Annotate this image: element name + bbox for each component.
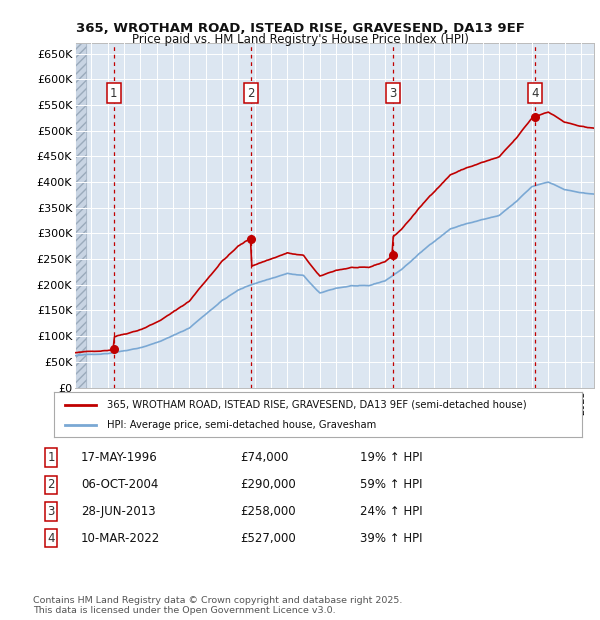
Text: Price paid vs. HM Land Registry's House Price Index (HPI): Price paid vs. HM Land Registry's House … bbox=[131, 33, 469, 46]
Text: HPI: Average price, semi-detached house, Gravesham: HPI: Average price, semi-detached house,… bbox=[107, 420, 376, 430]
Text: 10-MAR-2022: 10-MAR-2022 bbox=[81, 532, 160, 544]
Text: £527,000: £527,000 bbox=[240, 532, 296, 544]
Text: 365, WROTHAM ROAD, ISTEAD RISE, GRAVESEND, DA13 9EF: 365, WROTHAM ROAD, ISTEAD RISE, GRAVESEN… bbox=[76, 22, 524, 35]
Text: £74,000: £74,000 bbox=[240, 451, 289, 464]
Text: 1: 1 bbox=[47, 451, 55, 464]
Text: 365, WROTHAM ROAD, ISTEAD RISE, GRAVESEND, DA13 9EF (semi-detached house): 365, WROTHAM ROAD, ISTEAD RISE, GRAVESEN… bbox=[107, 399, 526, 410]
Text: Contains HM Land Registry data © Crown copyright and database right 2025.
This d: Contains HM Land Registry data © Crown c… bbox=[33, 596, 403, 615]
Text: 06-OCT-2004: 06-OCT-2004 bbox=[81, 479, 158, 491]
Text: 4: 4 bbox=[532, 87, 539, 100]
Text: 24% ↑ HPI: 24% ↑ HPI bbox=[360, 505, 422, 518]
Text: 1: 1 bbox=[110, 87, 118, 100]
Text: 3: 3 bbox=[47, 505, 55, 518]
Text: 4: 4 bbox=[47, 532, 55, 544]
Text: 59% ↑ HPI: 59% ↑ HPI bbox=[360, 479, 422, 491]
Text: £290,000: £290,000 bbox=[240, 479, 296, 491]
Text: 17-MAY-1996: 17-MAY-1996 bbox=[81, 451, 158, 464]
Text: 19% ↑ HPI: 19% ↑ HPI bbox=[360, 451, 422, 464]
Text: 28-JUN-2013: 28-JUN-2013 bbox=[81, 505, 155, 518]
Text: £258,000: £258,000 bbox=[240, 505, 296, 518]
Text: 2: 2 bbox=[47, 479, 55, 491]
Text: 39% ↑ HPI: 39% ↑ HPI bbox=[360, 532, 422, 544]
Text: 3: 3 bbox=[389, 87, 397, 100]
Text: 2: 2 bbox=[247, 87, 254, 100]
